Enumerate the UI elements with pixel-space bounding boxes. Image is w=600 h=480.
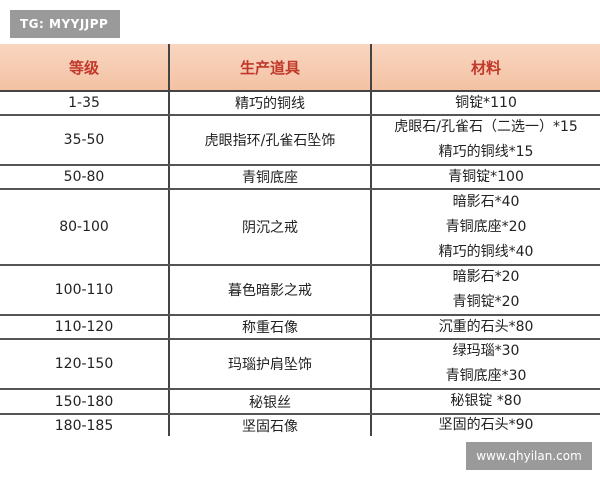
table-row: 150-180 秘银丝 秘银锭 *80 bbox=[0, 390, 600, 415]
material-line: 铜锭*110 bbox=[455, 94, 517, 111]
level-cell: 1-35 bbox=[0, 92, 170, 114]
level-cell: 150-180 bbox=[0, 390, 170, 413]
table-row: 80-100 阴沉之戒 暗影石*40 青铜底座*20 精巧的铜线*40 bbox=[0, 190, 600, 266]
materials-cell: 虎眼石/孔雀石（二选一）*15 精巧的铜线*15 bbox=[372, 116, 600, 164]
table-row: 50-80 青铜底座 青铜锭*100 bbox=[0, 166, 600, 190]
level-cell: 120-150 bbox=[0, 340, 170, 388]
material-line: 青铜底座*30 bbox=[445, 368, 527, 384]
header-materials: 材料 bbox=[470, 58, 501, 77]
materials-cell: 青铜锭*100 bbox=[372, 166, 600, 188]
level-cell: 100-110 bbox=[0, 266, 170, 314]
item-cell: 玛瑙护肩坠饰 bbox=[170, 340, 372, 388]
materials-cell: 暗影石*20 青铜锭*20 bbox=[372, 266, 600, 314]
level-cell: 35-50 bbox=[0, 116, 170, 164]
materials-cell: 铜锭*110 bbox=[372, 92, 600, 114]
level-cell: 80-100 bbox=[0, 190, 170, 264]
material-line: 青铜底座*20 bbox=[445, 218, 527, 235]
item-cell: 青铜底座 bbox=[170, 166, 372, 188]
material-line: 坚固的石头*90 bbox=[438, 417, 534, 433]
table-row: 35-50 虎眼指环/孔雀石坠饰 虎眼石/孔雀石（二选一）*15 精巧的铜线*15 bbox=[0, 116, 600, 166]
level-cell: 110-120 bbox=[0, 316, 170, 338]
table-row: 100-110 暮色暗影之戒 暗影石*20 青铜锭*20 bbox=[0, 266, 600, 316]
item-cell: 阴沉之戒 bbox=[170, 190, 372, 264]
material-line: 秘银锭 *80 bbox=[450, 393, 522, 409]
watermark-tg: TG: MYYJJPP bbox=[10, 10, 120, 38]
material-line: 沉重的石头*80 bbox=[438, 318, 534, 335]
material-line: 虎眼石/孔雀石（二选一）*15 bbox=[394, 119, 578, 135]
materials-cell: 绿玛瑙*30 青铜底座*30 bbox=[372, 340, 600, 388]
materials-cell: 秘银锭 *80 bbox=[372, 390, 600, 413]
material-line: 暗影石*20 bbox=[452, 269, 520, 285]
level-cell: 50-80 bbox=[0, 166, 170, 188]
item-cell: 秘银丝 bbox=[170, 390, 372, 413]
watermark-site: www.qhyilan.com bbox=[466, 442, 592, 470]
header-item: 生产道具 bbox=[170, 44, 372, 90]
table-row: 180-185 坚固石像 坚固的石头*90 bbox=[0, 415, 600, 436]
materials-cell: 坚固的石头*90 bbox=[372, 415, 600, 436]
header-level: 等级 bbox=[0, 44, 170, 90]
item-cell: 暮色暗影之戒 bbox=[170, 266, 372, 314]
material-line: 暗影石*40 bbox=[452, 193, 520, 210]
material-line: 青铜锭*20 bbox=[452, 294, 520, 310]
table-row: 120-150 玛瑙护肩坠饰 绿玛瑙*30 青铜底座*30 bbox=[0, 340, 600, 390]
item-cell: 虎眼指环/孔雀石坠饰 bbox=[170, 116, 372, 164]
material-line: 精巧的铜线*40 bbox=[438, 243, 534, 260]
materials-cell: 暗影石*40 青铜底座*20 精巧的铜线*40 bbox=[372, 190, 600, 264]
item-cell: 精巧的铜线 bbox=[170, 92, 372, 114]
item-cell: 称重石像 bbox=[170, 316, 372, 338]
material-line: 绿玛瑙*30 bbox=[452, 343, 520, 359]
material-line: 青铜锭*100 bbox=[448, 168, 524, 185]
crafting-table: 等级 生产道具 材料 1-35 精巧的铜线 铜锭*110 35-50 虎眼指环/孔雀石坠… bbox=[0, 44, 600, 436]
materials-cell: 沉重的石头*80 bbox=[372, 316, 600, 338]
item-cell: 坚固石像 bbox=[170, 415, 372, 436]
table-row: 1-35 精巧的铜线 铜锭*110 bbox=[0, 92, 600, 116]
level-cell: 180-185 bbox=[0, 415, 170, 436]
table-header: 等级 生产道具 材料 bbox=[0, 44, 600, 92]
table-row: 110-120 称重石像 沉重的石头*80 bbox=[0, 316, 600, 340]
material-line: 精巧的铜线*15 bbox=[438, 144, 534, 160]
